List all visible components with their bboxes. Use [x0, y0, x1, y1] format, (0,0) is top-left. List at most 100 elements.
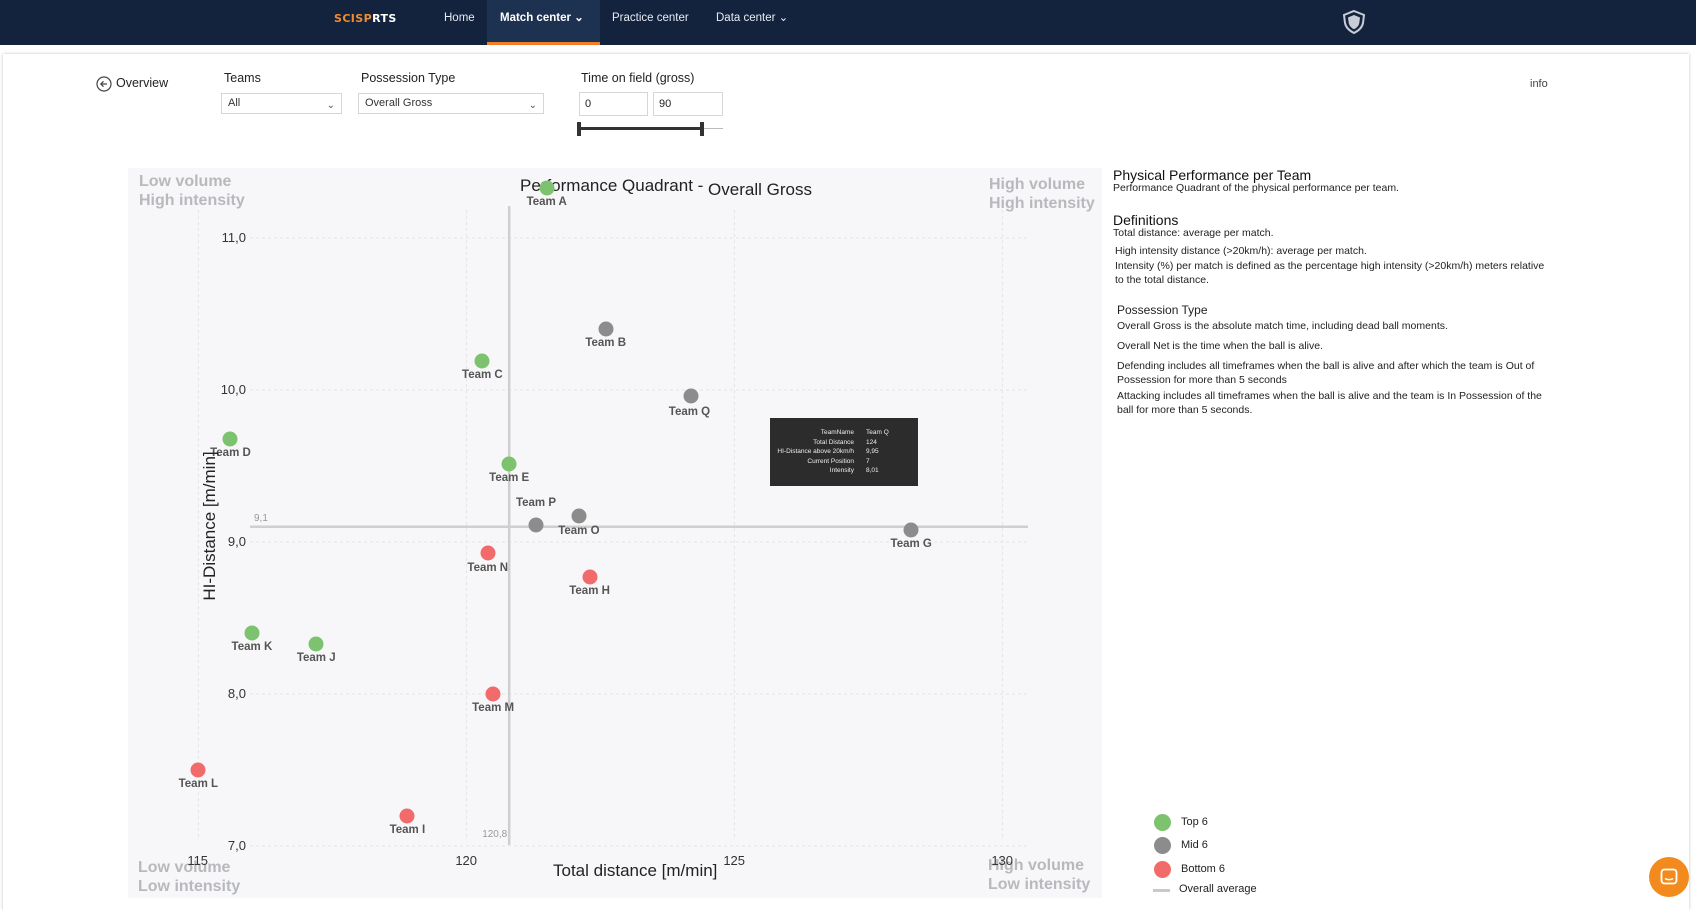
possession-type-title: Possession Type — [1117, 303, 1208, 317]
tooltip-row: Intensity 8,01 — [829, 467, 879, 474]
data-point-team-d[interactable] — [222, 431, 238, 447]
definition-total-distance: Total distance: average per match. — [1113, 227, 1274, 239]
data-label-team-l: Team L — [178, 778, 219, 790]
data-label-team-c: Team C — [462, 369, 503, 382]
data-label-team-p: Team P — [515, 497, 557, 510]
definitions-title: Definitions — [1113, 212, 1179, 228]
back-arrow-icon — [96, 76, 112, 92]
data-point-team-b[interactable] — [598, 321, 614, 337]
data-label-team-q: Team Q — [668, 406, 711, 419]
chat-support-button[interactable] — [1649, 857, 1689, 897]
data-point-team-l[interactable] — [190, 762, 206, 778]
data-label-team-k: Team K — [231, 641, 273, 654]
data-point-team-m[interactable] — [485, 686, 501, 702]
data-label-team-o: Team O — [558, 525, 600, 538]
chat-icon — [1660, 868, 1678, 885]
possession-defending: Defending includes all timeframes when t… — [1117, 360, 1535, 386]
x-tick-label: 125 — [723, 853, 746, 868]
data-label-team-b: Team B — [585, 337, 627, 350]
time-range-slider-track[interactable] — [578, 127, 703, 130]
nav-data-center[interactable]: Data center ⌄ — [716, 12, 789, 24]
data-point-team-o[interactable] — [571, 508, 587, 524]
corner-bottom-left: Low volume Low intensity — [138, 859, 241, 895]
average-hi-distance-label: 9,1 — [254, 512, 268, 524]
data-point-team-c[interactable] — [474, 353, 490, 369]
tooltip-row: Current Position 7 — [807, 457, 870, 465]
corner-bottom-right: High volume Low intensity — [988, 857, 1091, 893]
data-label-team-j: Team J — [296, 651, 336, 664]
tooltip-team-q: TeamName Team Q Total Distance 124 HI-Dist… — [770, 418, 918, 486]
possession-select-value: Overall Gross — [365, 97, 433, 109]
legend-mid6-label: Mid 6 — [1181, 839, 1208, 851]
y-axis-label: HI-Distance [m/min] — [200, 451, 219, 601]
time-range-max-handle[interactable] — [700, 122, 704, 136]
teams-select-value: All — [228, 97, 241, 109]
x-tick-label: 115 — [187, 853, 209, 868]
nav-home[interactable]: Home — [444, 12, 475, 24]
chevron-down-icon: ⌄ — [528, 100, 537, 111]
time-max-input[interactable]: 90 — [653, 92, 723, 116]
y-tick-label: 9,0 — [227, 534, 246, 549]
chevron-down-icon: ⌄ — [326, 100, 335, 111]
time-range-min-handle[interactable] — [577, 122, 581, 136]
shield-icon[interactable] — [1341, 9, 1367, 35]
legend-average-marker — [1153, 889, 1170, 892]
y-tick-label: 8,0 — [227, 686, 246, 701]
brand-logo[interactable]: SCISPRTS — [334, 12, 397, 25]
average-total-distance-label: 120,8 — [482, 829, 508, 840]
tooltip-row: Total Distance 124 — [813, 438, 877, 446]
legend-top6-marker — [1154, 814, 1171, 831]
possession-attacking: Attacking includes all timeframes when t… — [1117, 390, 1542, 416]
side-title: Physical Performance per Team — [1113, 167, 1312, 183]
data-label-team-g: Team G — [890, 537, 932, 550]
data-point-team-k[interactable] — [244, 625, 260, 641]
side-subtitle: Performance Quadrant of the physical per… — [1113, 182, 1399, 194]
chart-title: Performance Quadrant - Overall Gross — [520, 176, 812, 199]
data-label-team-a: Team A — [526, 195, 567, 208]
nav-match-center[interactable]: Match center ⌄ — [487, 0, 600, 45]
data-point-team-g[interactable] — [903, 522, 919, 538]
y-tick-label: 7,0 — [227, 838, 246, 853]
data-label-team-h: Team H — [569, 584, 610, 597]
time-range-slider-rail — [703, 128, 723, 129]
data-point-team-j[interactable] — [308, 636, 324, 652]
possession-overall-gross: Overall Gross is the absolute match time… — [1117, 320, 1448, 332]
possession-overall-net: Overall Net is the time when the ball is… — [1117, 340, 1324, 352]
legend-mid6-marker — [1154, 837, 1171, 854]
possession-select[interactable]: Overall Gross ⌄ — [358, 93, 544, 114]
teams-select[interactable]: All ⌄ — [221, 93, 342, 114]
legend-top6-label: Top 6 — [1181, 816, 1208, 828]
data-point-team-h[interactable] — [582, 569, 598, 585]
chart-title-main: Performance Quadrant - — [520, 176, 704, 195]
definition-hi-distance: High intensity distance (>20km/h): avera… — [1115, 245, 1367, 257]
y-tick-label: 11,0 — [221, 230, 246, 245]
data-point-team-i[interactable] — [399, 808, 415, 824]
legend-bottom6-label: Bottom 6 — [1181, 863, 1226, 875]
x-tick-label: 120 — [455, 853, 478, 868]
top-navigation-bar: SCISPRTS Home Match center ⌄ Practice ce… — [0, 0, 1696, 45]
data-point-team-p[interactable] — [528, 517, 544, 533]
data-label-team-n: Team N — [467, 561, 509, 574]
time-min-input[interactable]: 0 — [579, 92, 648, 116]
info-link[interactable]: info — [1530, 78, 1548, 90]
time-on-field-label: Time on field (gross) — [581, 71, 695, 85]
performance-quadrant-chart — [128, 168, 1102, 898]
y-tick-label: 10,0 — [220, 382, 246, 397]
data-point-team-e[interactable] — [501, 456, 517, 472]
possession-filter-label: Possession Type — [361, 71, 456, 85]
data-point-team-a[interactable] — [539, 180, 555, 196]
chart-title-possession: Overall Gross — [708, 180, 812, 199]
x-tick-label: 130 — [991, 853, 1014, 868]
nav-practice-center[interactable]: Practice center — [612, 12, 689, 24]
tooltip-row: HI-Distance above 20km/h 9,95 — [777, 448, 879, 455]
definition-intensity: Intensity (%) per match is defined as th… — [1115, 260, 1545, 286]
data-label-team-m: Team M — [472, 702, 515, 714]
data-point-team-n[interactable] — [480, 545, 496, 561]
x-axis-label: Total distance [m/min] — [553, 861, 718, 880]
data-label-team-e: Team E — [489, 472, 530, 485]
data-point-team-q[interactable] — [683, 388, 699, 404]
data-label-team-i: Team I — [389, 823, 426, 836]
teams-filter-label: Teams — [224, 71, 261, 85]
tooltip-row: TeamName Team Q — [820, 429, 889, 436]
back-overview-label: Overview — [116, 76, 169, 90]
